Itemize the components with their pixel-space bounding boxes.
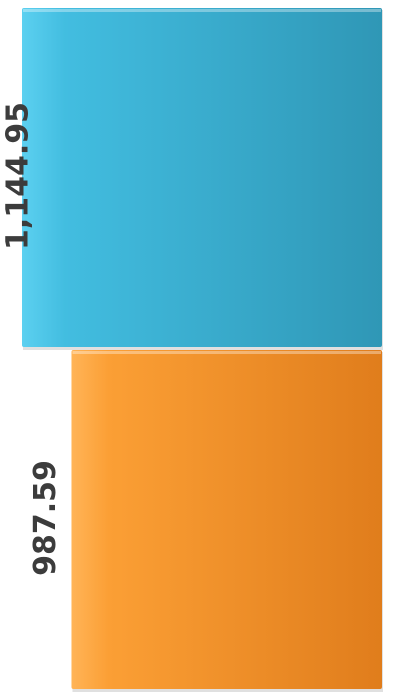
data-labels-layer: 1,144.95 987.59: [1, 102, 63, 576]
bar-0: [22, 8, 382, 347]
bar-highlight: [72, 351, 382, 354]
bar-highlight: [23, 9, 381, 12]
bar-1: [71, 350, 383, 689]
data-label-1: 987.59: [28, 460, 63, 576]
data-label-0: 1,144.95: [1, 102, 36, 250]
bars-layer: [22, 8, 384, 692]
